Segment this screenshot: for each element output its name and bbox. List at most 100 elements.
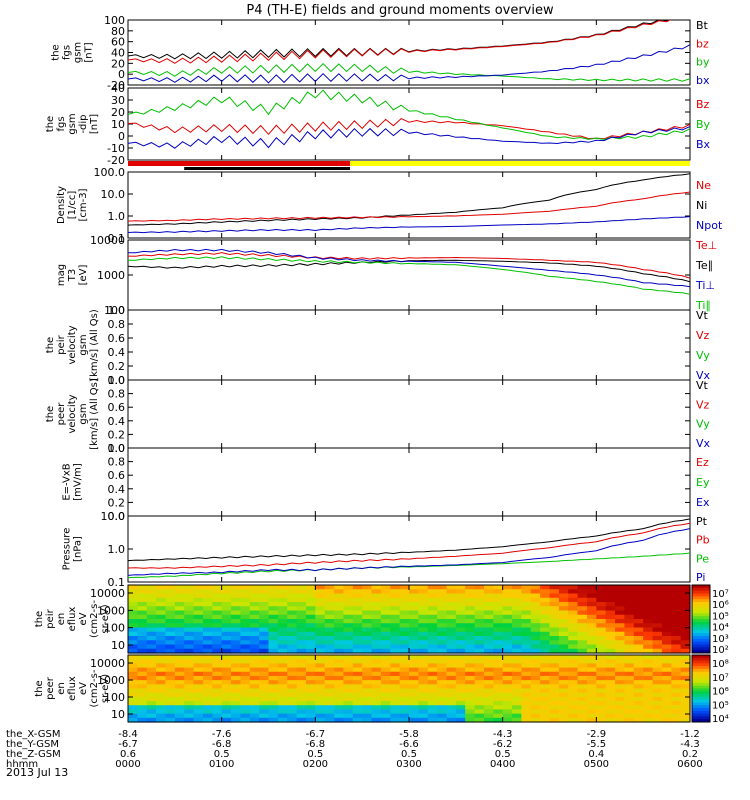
y-tick-label: 0.8 [108,318,126,331]
spectrogram-cell [277,684,288,690]
spectrogram-cell [633,709,644,715]
spectrogram-cell [399,593,410,599]
spectrogram-cell [352,663,363,669]
spectrogram-cell [184,636,195,641]
spectrogram-cell [596,627,607,633]
spectrogram-cell [493,705,504,711]
spectrogram-cell [165,606,176,612]
spectrogram-cell [137,675,148,681]
spectrogram-cell [530,709,541,715]
spectrogram-cell [249,648,260,654]
spectrogram-cell [371,717,382,723]
spectrogram-cell [259,606,270,612]
spectrogram-cell [193,636,204,641]
spectrogram-cell [259,631,270,637]
spectrogram-cell [362,680,373,685]
spectrogram-cell [193,614,204,620]
spectrogram-cell [212,663,223,669]
spectrogram-cell [577,631,588,637]
colorbar-cell [692,613,710,617]
spectrogram-cell [231,619,241,624]
y-tick-label: 0.0 [108,510,126,523]
colorbar-cell [692,624,710,628]
spectrogram-cell [240,648,251,654]
spectrogram-cell [156,667,167,673]
spectrogram-cell [146,667,157,673]
spectrogram-cell [605,701,616,706]
spectrogram-cell [259,623,270,629]
spectrogram-cell [184,713,195,719]
spectrogram-cell [128,684,138,690]
spectrogram-cell [512,614,522,620]
spectrogram-cell [268,692,279,698]
spectrogram-cell [427,709,438,715]
spectrogram-cell [493,627,504,633]
spectrogram-cell [212,623,223,629]
spectrogram-cell [521,589,532,595]
spectrogram-cell [661,667,672,673]
spectrogram-cell [540,597,551,603]
spectrogram-cell [540,602,551,607]
spectrogram-cell [184,640,195,646]
spectrogram-cell [633,593,644,599]
spectrogram-cell [165,623,176,629]
spectrogram-cell [193,644,204,650]
spectrogram-cell [586,593,597,599]
spectrogram-cell [568,619,579,624]
spectrogram-cell [568,701,579,706]
spectrogram-cell [596,597,607,603]
spectrogram-cell [652,631,663,637]
spectrogram-cell [165,610,176,616]
spectrogram-cell [474,692,485,698]
spectrogram-cell [315,627,326,633]
spectrogram-cell [427,644,438,650]
spectrogram-cell [615,713,626,719]
spectrogram-cell [380,713,391,719]
spectrogram-cell [586,636,597,641]
spectrogram-cell [605,671,616,677]
spectrogram-cell [643,602,654,607]
series-line-By [128,89,690,141]
spectrogram-cell [268,614,279,620]
spectrogram-cell [596,631,607,637]
spectrogram-cell [268,644,279,650]
spectrogram-cell [502,606,513,612]
spectrogram-cell [624,589,635,595]
spectrogram-cell [165,675,176,681]
spectrogram-cell [249,610,260,616]
spectrogram-cell [633,644,644,650]
spectrogram-cell [661,692,672,698]
spectrogram-cell [474,623,485,629]
spectrogram-cell [156,709,167,715]
spectrogram-cell [184,644,195,650]
spectrogram-cell [128,602,138,607]
spectrogram-cell [483,705,494,711]
y-axis-label-line: velocity [67,325,78,364]
spectrogram-cell [390,602,401,607]
spectrogram-cell [146,606,157,612]
spectrogram-cell [596,593,607,599]
spectrogram-cell [174,648,185,654]
spectrogram-cell [643,648,654,654]
ephemeris-row-label: the_X-GSM [6,729,60,740]
spectrogram-cell [202,623,213,629]
spectrogram-cell [324,713,335,719]
spectrogram-cell [493,636,504,641]
spectrogram-cell [315,585,326,590]
spectrogram-cell [549,636,560,641]
spectrogram-cell [540,585,551,590]
spectrogram-cell [315,644,326,650]
spectrogram-cell [680,692,691,698]
spectrogram-cell [362,623,373,629]
spectrogram-cell [409,589,419,595]
spectrogram-cell [202,692,213,698]
spectrogram-cell [174,602,185,607]
spectrogram-cell [380,597,391,603]
spectrogram-cell [633,631,644,637]
spectrogram-cell [493,623,504,629]
spectrogram-cell [624,701,635,706]
spectrogram-cell [568,606,579,612]
spectrogram-cell [249,692,260,698]
spectrogram-cell [483,640,494,646]
spectrogram-cell [558,705,569,711]
